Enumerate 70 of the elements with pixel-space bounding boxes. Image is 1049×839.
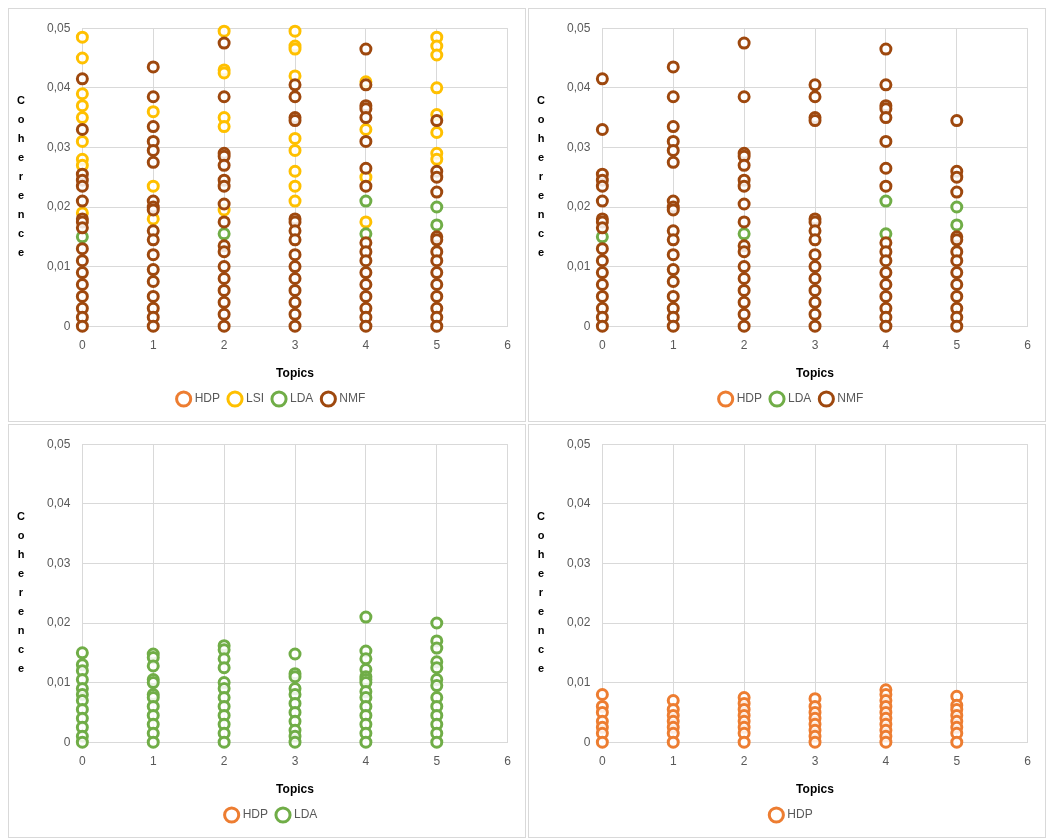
x-tick-label: 6 <box>1024 753 1032 768</box>
x-tick-label: 5 <box>433 753 441 768</box>
y-tick-label: 0,04 <box>47 80 71 95</box>
y-tick-label: 0,01 <box>47 674 71 689</box>
x-tick-label: 5 <box>433 337 441 352</box>
y-tick-label: 0,01 <box>567 258 591 273</box>
y-tick-label: 0,02 <box>47 199 71 214</box>
y-tick-label: 0 <box>63 734 71 749</box>
y-tick-label: 0,03 <box>567 139 591 154</box>
x-tick-label: 2 <box>740 753 748 768</box>
x-axis-title: Topics <box>276 366 315 381</box>
x-tick-label: 0 <box>79 337 87 352</box>
y-tick-label: 0,05 <box>47 20 71 35</box>
x-tick-label: 5 <box>953 753 961 768</box>
text: Coherence <box>537 510 545 675</box>
x-tick-label: 4 <box>882 753 890 768</box>
y-tick-label: 0 <box>583 734 591 749</box>
legend-label: NMF <box>339 391 366 406</box>
x-tick-label: 2 <box>220 753 228 768</box>
y-tick-label: 0 <box>63 318 71 333</box>
x-axis-title: Topics <box>276 782 315 797</box>
y-tick-label: 0,03 <box>47 555 71 570</box>
y-tick-label: 0,05 <box>47 436 71 451</box>
x-tick-label: 1 <box>149 337 157 352</box>
legend-label: LSI <box>245 391 265 406</box>
x-tick-label: 6 <box>1024 337 1032 352</box>
text: Coherence <box>17 510 25 675</box>
x-axis-title: Topics <box>796 782 835 797</box>
y-tick-label: 0,03 <box>47 139 71 154</box>
x-tick-label: 3 <box>811 753 819 768</box>
y-tick-label: 0,02 <box>567 615 591 630</box>
x-tick-label: 4 <box>362 337 370 352</box>
x-tick-label: 2 <box>740 337 748 352</box>
text: Coherence <box>17 94 25 259</box>
x-tick-label: 1 <box>149 753 157 768</box>
legend-label: NMF <box>837 391 864 406</box>
x-tick-label: 3 <box>291 337 299 352</box>
legend-label: LDA <box>294 807 318 822</box>
y-tick-label: 0,05 <box>567 436 591 451</box>
y-tick-label: 0,04 <box>47 496 71 511</box>
x-tick-label: 6 <box>504 753 512 768</box>
y-tick-label: 0,03 <box>567 555 591 570</box>
y-tick-label: 0,01 <box>47 258 71 273</box>
y-tick-label: 0,04 <box>567 496 591 511</box>
x-tick-label: 4 <box>362 753 370 768</box>
y-tick-label: 0 <box>583 318 591 333</box>
x-tick-label: 2 <box>220 337 228 352</box>
x-tick-label: 3 <box>811 337 819 352</box>
x-tick-label: 1 <box>669 753 677 768</box>
x-tick-label: 4 <box>882 337 890 352</box>
legend-label: HDP <box>194 391 220 406</box>
legend-label: HDP <box>787 807 813 822</box>
x-tick-label: 1 <box>669 337 677 352</box>
x-tick-label: 6 <box>504 337 512 352</box>
legend-label: LDA <box>788 391 812 406</box>
x-axis-title: Topics <box>796 366 835 381</box>
x-tick-label: 0 <box>599 337 607 352</box>
text: Coherence <box>537 94 545 259</box>
x-tick-label: 5 <box>953 337 961 352</box>
y-tick-label: 0,05 <box>567 20 591 35</box>
y-tick-label: 0,01 <box>567 674 591 689</box>
x-tick-label: 0 <box>79 753 87 768</box>
y-tick-label: 0,04 <box>567 80 591 95</box>
y-tick-label: 0,02 <box>567 199 591 214</box>
x-tick-label: 0 <box>599 753 607 768</box>
legend-label: HDP <box>242 807 268 822</box>
legend-label: HDP <box>736 391 763 406</box>
legend-label: LDA <box>290 391 314 406</box>
y-tick-label: 0,02 <box>47 615 71 630</box>
x-tick-label: 3 <box>291 753 299 768</box>
